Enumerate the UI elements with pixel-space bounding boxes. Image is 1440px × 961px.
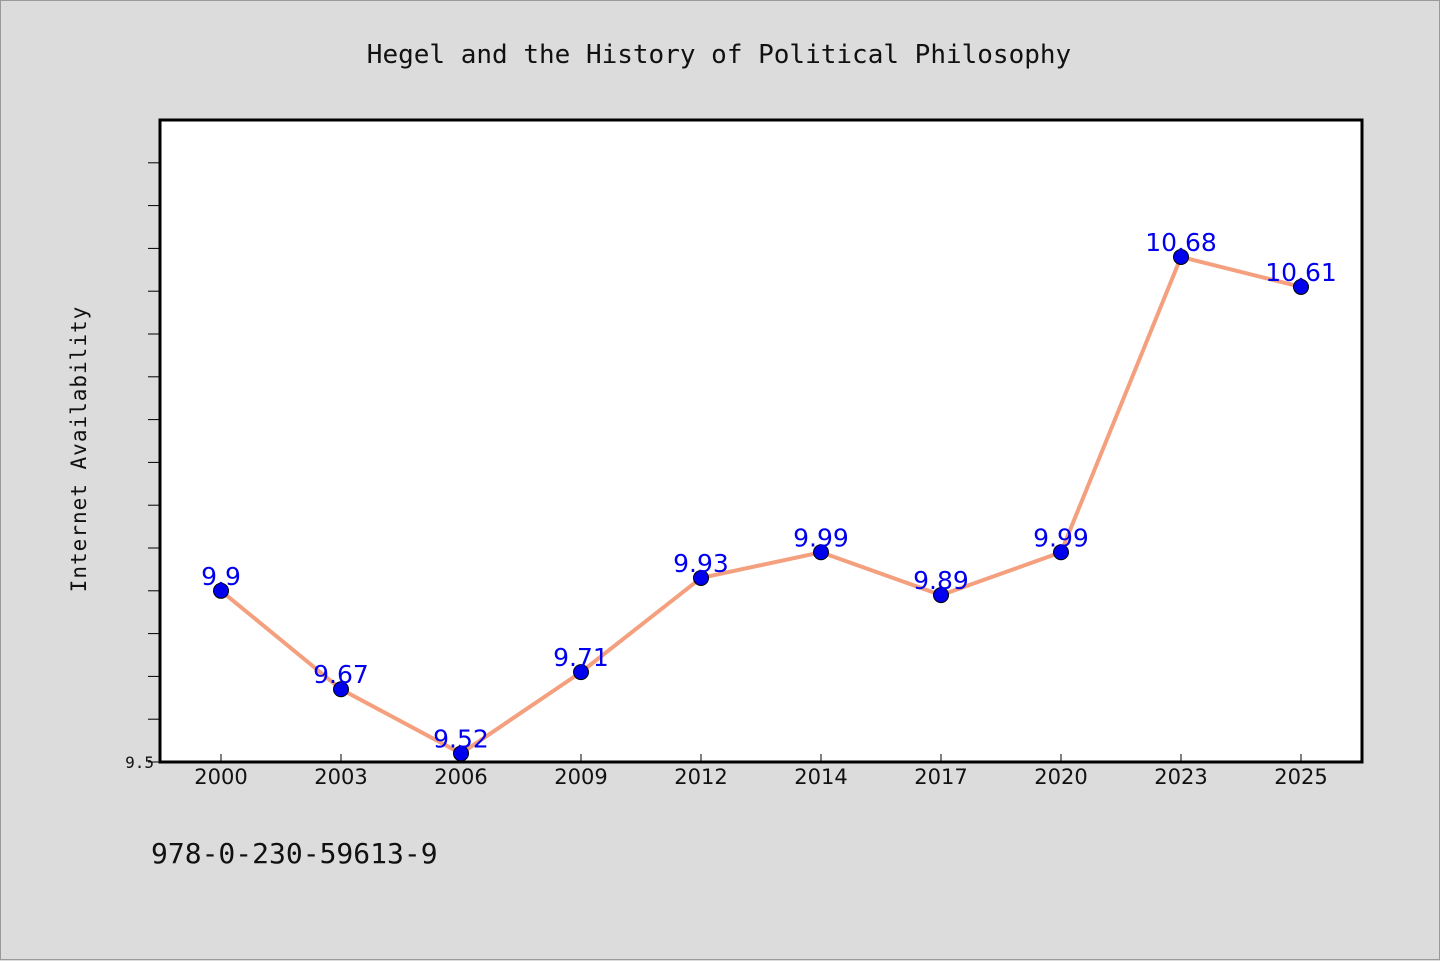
- x-tick-label: 2023: [1154, 765, 1207, 789]
- data-markers: [213, 248, 1309, 762]
- data-label: 9.67: [313, 660, 369, 689]
- isbn-text: 978-0-230-59613-9: [151, 837, 438, 870]
- x-tick-label: 2006: [434, 765, 487, 789]
- x-tick-label: 2014: [794, 765, 847, 789]
- x-tick-label: 2020: [1034, 765, 1087, 789]
- data-point: [693, 569, 709, 586]
- x-tick-label: 2009: [554, 765, 607, 789]
- data-point: [933, 587, 949, 604]
- series-line: [219, 254, 1303, 756]
- x-tick-label: 2003: [314, 765, 367, 789]
- data-point: [1293, 278, 1309, 295]
- plot-area: [158, 118, 1364, 764]
- data-label: 9.71: [553, 643, 609, 672]
- data-labels: 9.9 9.67 9.52 9.71 9.93 9.99 9.89 9.99 10.68 10.6…: [201, 228, 1337, 753]
- x-tick-label: 2017: [914, 765, 967, 789]
- data-label: 10.61: [1265, 258, 1337, 287]
- data-point: [573, 664, 589, 681]
- y-tick-label: 9.5: [125, 753, 154, 772]
- x-tick-label: 2000: [194, 765, 247, 789]
- x-tick-label: 2025: [1274, 765, 1327, 789]
- data-label: 9.89: [913, 566, 969, 595]
- data-label: 9.52: [433, 724, 489, 753]
- data-label: 9.93: [673, 549, 729, 578]
- data-label: 9.99: [1033, 523, 1089, 552]
- data-point: [1173, 248, 1189, 265]
- data-label: 9.9: [201, 562, 241, 591]
- data-point: [1053, 544, 1069, 561]
- x-tick-label: 2012: [674, 765, 727, 789]
- data-point: [333, 681, 349, 698]
- data-point: [213, 582, 229, 599]
- data-point: [813, 544, 829, 561]
- series-polyline: [219, 254, 1303, 756]
- x-axis-ticks: 2000 2003 2006 2009 2012 2014 2017 2020 2023 2025: [194, 754, 1328, 789]
- data-label: 10.68: [1145, 228, 1217, 257]
- y-axis-label: Internet Availability: [67, 306, 91, 593]
- data-label: 9.99: [793, 523, 849, 552]
- y-axis-ticks: 9.5: [125, 162, 160, 772]
- data-point: [453, 745, 469, 762]
- chart-title: Hegel and the History of Political Philo…: [367, 40, 1071, 70]
